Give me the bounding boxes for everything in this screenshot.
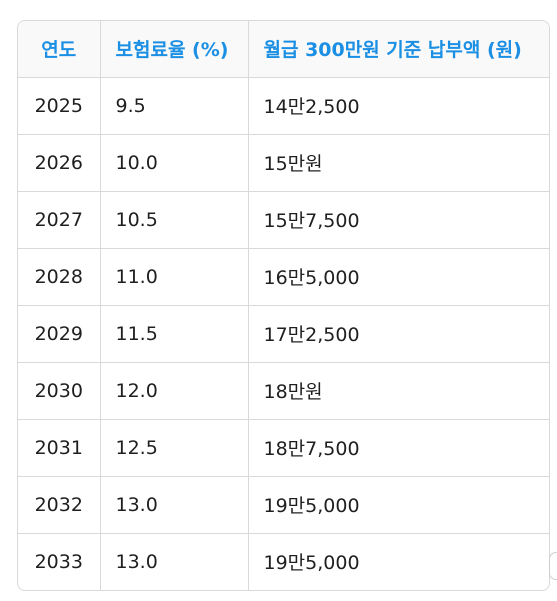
cell-payment: 15만7,500	[248, 191, 549, 249]
table-row: 2028 11.0 16만5,000	[18, 248, 549, 306]
cell-year: 2029	[18, 305, 101, 363]
cell-rate: 12.0	[100, 362, 249, 420]
cell-payment: 19만5,000	[263, 552, 360, 575]
cell-payment: 18만원	[248, 362, 549, 420]
table-row: 2029 11.5 17만2,500	[18, 305, 549, 363]
cell-payment: 17만2,500	[248, 305, 549, 363]
cell-rate: 13.0	[100, 533, 249, 590]
table-row: 2025 9.5 14만2,500	[18, 77, 549, 135]
cell-rate: 10.0	[100, 134, 249, 192]
header-row: 연도 보험료율 (%) 월급 300만원 기준 납부액 (원)	[18, 21, 549, 78]
cell-rate: 10.5	[100, 191, 249, 249]
table-row: 2033 13.0 19만5,000	[18, 533, 549, 590]
table: 연도 보험료율 (%) 월급 300만원 기준 납부액 (원) 2025 9.5…	[18, 21, 549, 590]
cell-year: 2031	[18, 419, 101, 477]
contribution-table: 연도 보험료율 (%) 월급 300만원 기준 납부액 (원) 2025 9.5…	[17, 20, 550, 591]
table-body: 2025 9.5 14만2,500 2026 10.0 15만원 2027 10…	[18, 77, 549, 590]
cell-year: 2030	[18, 362, 101, 420]
table-row: 2032 13.0 19만5,000	[18, 476, 549, 534]
cell-rate: 11.5	[100, 305, 249, 363]
table-row: 2027 10.5 15만7,500	[18, 191, 549, 249]
header-year: 연도	[18, 21, 101, 78]
cell-payment: 19만5,000	[248, 476, 549, 534]
cell-year: 2032	[18, 476, 101, 534]
cell-year: 2033	[18, 533, 101, 590]
table-header: 연도 보험료율 (%) 월급 300만원 기준 납부액 (원)	[18, 21, 549, 78]
cell-payment: 16만5,000	[248, 248, 549, 306]
cell-payment: 18만7,500	[248, 419, 549, 477]
table-row: 2026 10.0 15만원	[18, 134, 549, 192]
cell-payment: 15만원	[248, 134, 549, 192]
table-row: 2031 12.5 18만7,500	[18, 419, 549, 477]
header-payment: 월급 300만원 기준 납부액 (원)	[248, 21, 549, 78]
cell-rate: 9.5	[100, 77, 249, 135]
cell-year: 2028	[18, 248, 101, 306]
table-row: 2030 12.0 18만원	[18, 362, 549, 420]
cell-year: 2027	[18, 191, 101, 249]
header-rate: 보험료율 (%)	[100, 21, 249, 78]
cell-rate: 11.0	[100, 248, 249, 306]
cell-year: 2026	[18, 134, 101, 192]
cell-payment: 14만2,500	[248, 77, 549, 135]
cell-rate: 13.0	[100, 476, 249, 534]
scroll-button-edge[interactable]	[549, 552, 557, 580]
cell-rate: 12.5	[100, 419, 249, 477]
cell-year: 2025	[18, 77, 101, 135]
